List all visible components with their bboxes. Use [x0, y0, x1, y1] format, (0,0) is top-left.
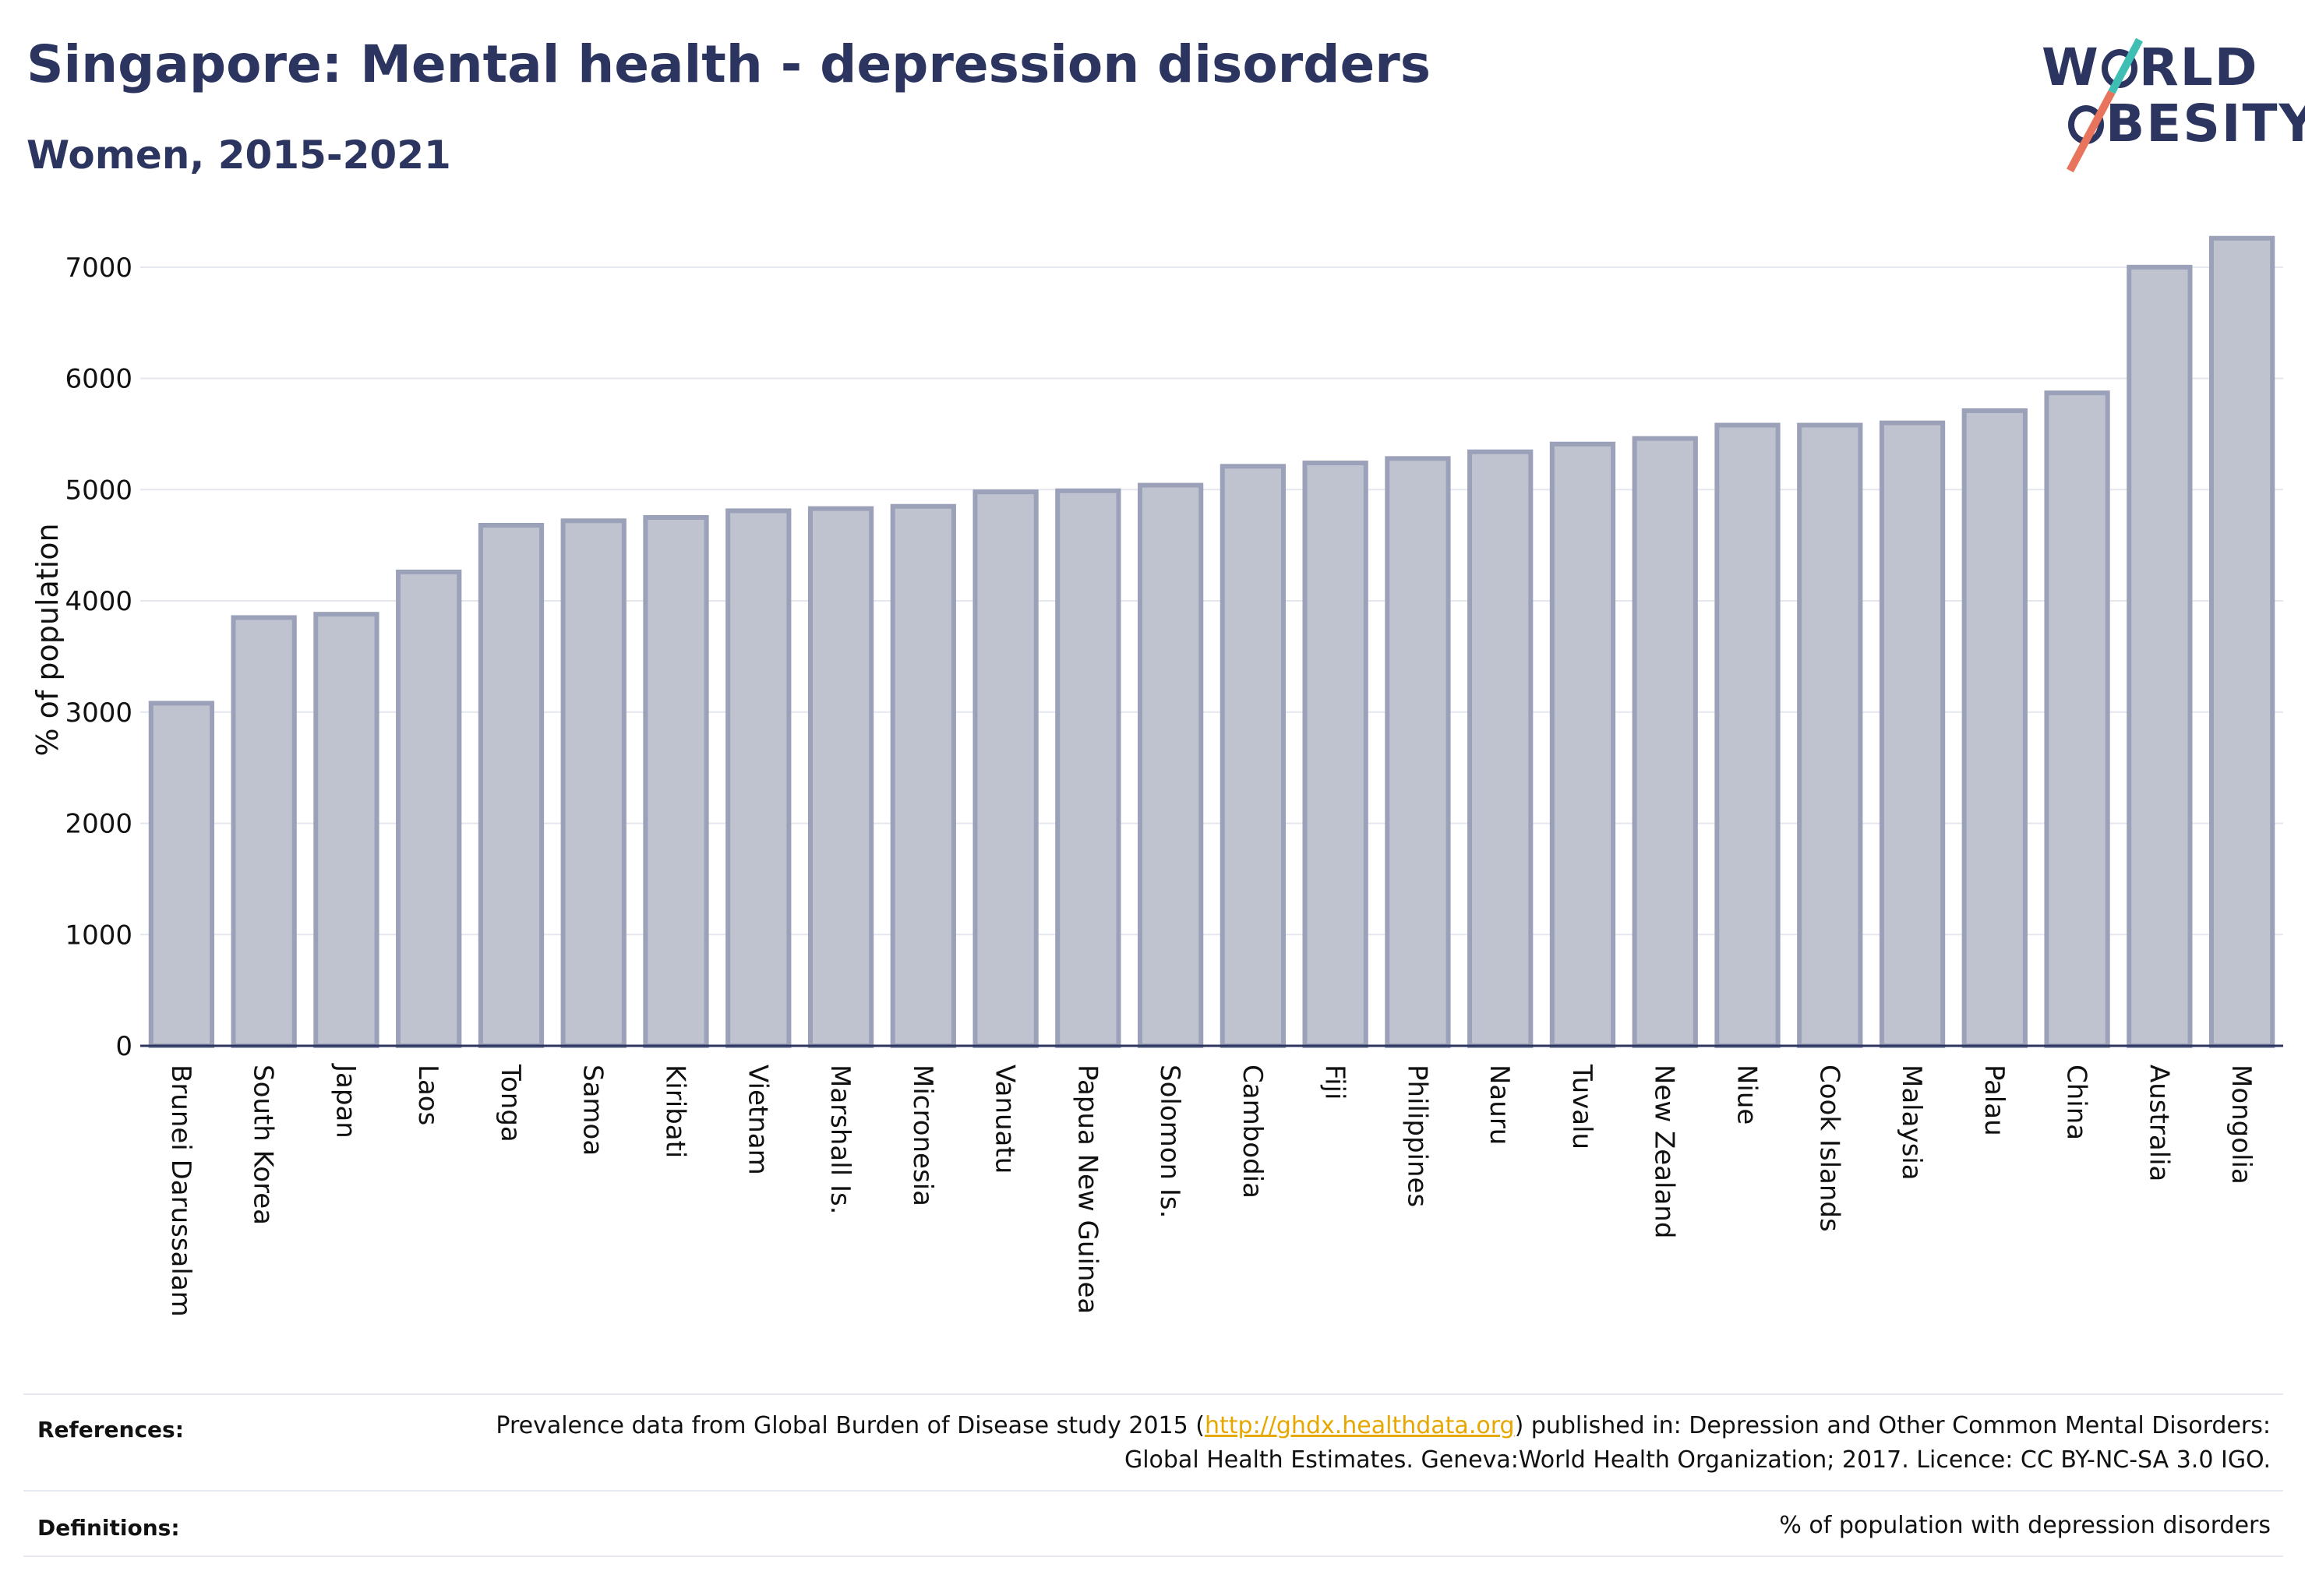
- x-tick-label: Philippines: [1401, 1065, 1432, 1207]
- bar: [396, 569, 462, 1048]
- bar: [2127, 264, 2193, 1049]
- x-tick-label: Papua New Guinea: [1071, 1065, 1103, 1314]
- bar: [1632, 436, 1698, 1048]
- x-tick-label: Tonga: [495, 1064, 526, 1142]
- bar: [1879, 420, 1946, 1048]
- y-tick-label: 6000: [65, 364, 132, 395]
- references-label: References:: [37, 1417, 184, 1442]
- references-link[interactable]: http://ghdx.healthdata.org: [1204, 1412, 1515, 1439]
- x-tick-label: Palau: [1978, 1065, 2010, 1136]
- x-tick-label: Mongolia: [2226, 1065, 2257, 1185]
- y-tick-label: 2000: [65, 809, 132, 840]
- bars: [148, 235, 2275, 1049]
- x-tick-labels: Brunei Darussalam South Korea Japan Laos Ton…: [165, 1063, 2257, 1317]
- x-tick-label: Kiribati: [660, 1065, 691, 1158]
- bar: [972, 489, 1039, 1048]
- x-tick-label: Australia: [2143, 1065, 2174, 1181]
- references-text-after: ) published in: Depression and Other Com…: [1124, 1412, 2271, 1474]
- x-tick-label: Laos: [412, 1065, 443, 1125]
- x-tick-label: Tuvalu: [1566, 1064, 1597, 1149]
- x-tick-label: New Zealand: [1649, 1065, 1680, 1238]
- x-tick-label: Nauru: [1484, 1065, 1515, 1145]
- bar: [560, 518, 627, 1048]
- x-tick-label: Vietnam: [742, 1065, 773, 1175]
- bar: [148, 701, 215, 1048]
- bar: [1961, 408, 2028, 1048]
- gridlines: [140, 266, 2283, 936]
- bar: [1302, 461, 1368, 1048]
- bar: [890, 503, 956, 1048]
- bar: [1055, 488, 1121, 1048]
- chart-subtitle: Women, 2015-2021: [26, 132, 451, 178]
- y-tick-label: 4000: [65, 586, 132, 617]
- bar: [1797, 422, 1863, 1048]
- y-tick-label: 5000: [65, 475, 132, 506]
- bar-chart: 0 1000 2000 3000 4000 5000 6000 7000 Brunei Dar…: [30, 235, 2283, 1317]
- x-tick-label: China: [2061, 1065, 2092, 1140]
- x-tick-label: Niue: [1731, 1065, 1763, 1125]
- logo-letters-besity: BESITY: [2106, 94, 2305, 154]
- bar: [313, 612, 379, 1048]
- bar: [1220, 464, 1287, 1048]
- bar: [1385, 456, 1451, 1048]
- bar: [725, 508, 792, 1048]
- x-tick-label: Solomon Is.: [1154, 1065, 1185, 1218]
- y-axis-label: % of population: [30, 523, 65, 756]
- bar: [231, 615, 297, 1048]
- x-tick-label: Malaysia: [1896, 1065, 1927, 1181]
- chart-title: Singapore: Mental health - depression di…: [26, 34, 1431, 94]
- y-tick-label: 0: [115, 1031, 132, 1062]
- world-obesity-logo: W RLD BESITY: [2034, 37, 2305, 173]
- footer-divider-mid: [23, 1490, 2283, 1492]
- y-tick-labels: 0 1000 2000 3000 4000 5000 6000 7000: [65, 252, 132, 1062]
- references-text-before: Prevalence data from Global Burden of Di…: [496, 1412, 1205, 1439]
- x-tick-label: Micronesia: [907, 1065, 938, 1206]
- x-tick-label: Cambodia: [1237, 1065, 1268, 1199]
- references-text: Prevalence data from Global Burden of Di…: [478, 1409, 2271, 1478]
- x-tick-label: Brunei Darussalam: [165, 1065, 196, 1317]
- definitions-label: Definitions:: [37, 1515, 180, 1541]
- logo-letters-rld: RLD: [2138, 37, 2259, 97]
- y-tick-label: 7000: [65, 252, 132, 284]
- x-tick-label: South Korea: [248, 1065, 279, 1225]
- bar: [1467, 449, 1534, 1048]
- footer-divider-top: [23, 1393, 2283, 1395]
- y-tick-label: 3000: [65, 697, 132, 729]
- logo-letter-w: W: [2042, 37, 2100, 97]
- definitions-text: % of population with depression disorder…: [1779, 1512, 2271, 1539]
- x-tick-label: Japan: [330, 1063, 361, 1139]
- x-tick-label: Marshall Is.: [824, 1065, 856, 1215]
- x-tick-label: Samoa: [577, 1065, 609, 1156]
- bar: [2044, 390, 2110, 1048]
- bar: [1549, 441, 1616, 1048]
- bar: [2208, 235, 2275, 1048]
- y-tick-label: 1000: [65, 920, 132, 951]
- x-tick-label: Fiji: [1319, 1065, 1350, 1100]
- bar: [478, 522, 545, 1048]
- bar: [1714, 422, 1781, 1048]
- x-tick-label: Cook Islands: [1813, 1065, 1844, 1232]
- bar: [643, 514, 709, 1048]
- x-tick-label: Vanuatu: [990, 1065, 1021, 1174]
- bar: [807, 506, 874, 1048]
- footer-divider-bottom: [23, 1555, 2283, 1557]
- bar: [1137, 482, 1204, 1048]
